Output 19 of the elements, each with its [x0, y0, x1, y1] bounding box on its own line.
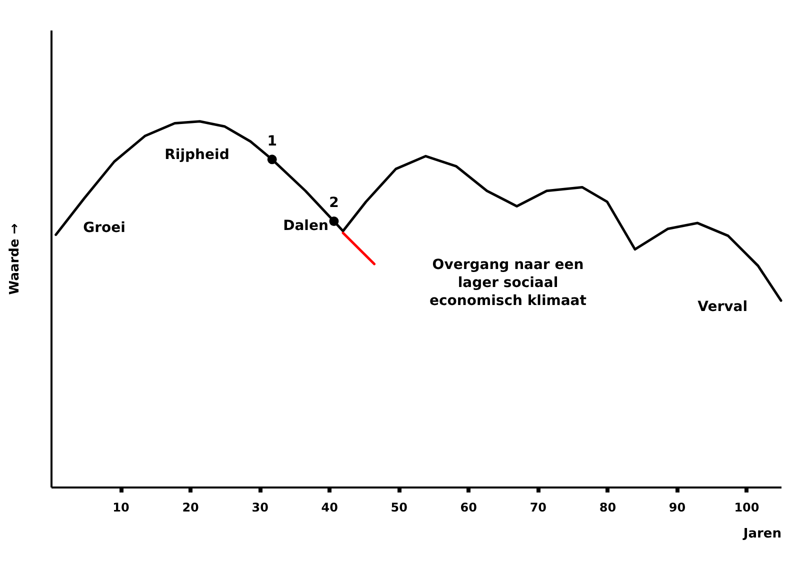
x-tick-label: 80: [599, 500, 616, 514]
annotation: Groei: [83, 220, 126, 236]
x-tick-label: 100: [734, 500, 760, 514]
annotation: Dalen: [283, 218, 328, 234]
x-tick-label: 70: [530, 500, 547, 514]
annotation: Rijpheid: [164, 147, 230, 164]
x-tick-label: 40: [321, 500, 338, 514]
x-tick-label: 50: [390, 500, 408, 514]
y-axis-title: Waarde →: [8, 223, 22, 295]
annotation: Overgang naar een lager sociaal economisch klimaat: [430, 256, 587, 309]
annotation: 2: [329, 195, 339, 212]
x-tick-label: 20: [182, 500, 199, 514]
annotation: 1: [267, 133, 277, 150]
annotation: Verval: [698, 298, 748, 315]
x-tick-label: 30: [252, 500, 268, 514]
x-tick-label: 90: [668, 500, 686, 514]
x-tick-label: 60: [460, 500, 477, 514]
x-tick-label: 10: [112, 500, 130, 514]
x-axis-title: Jaren: [742, 526, 782, 542]
